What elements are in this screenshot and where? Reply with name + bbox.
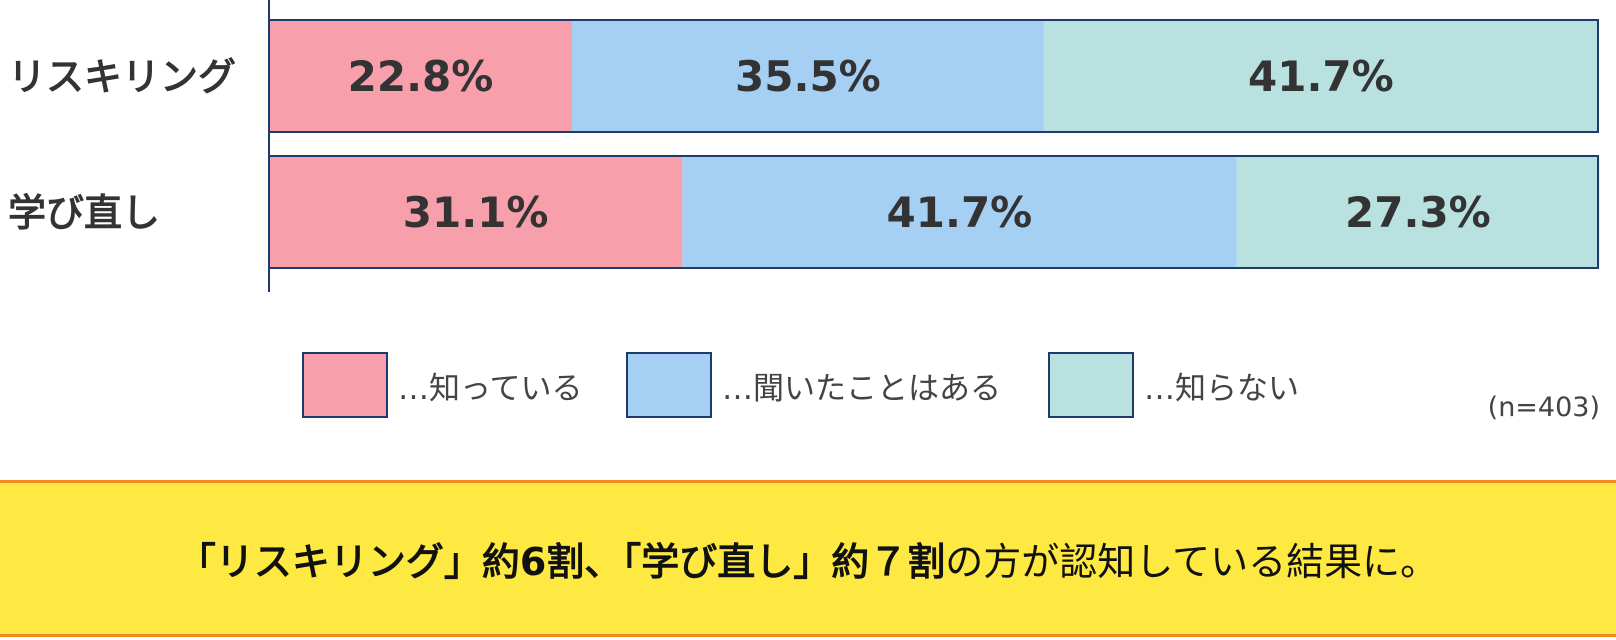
bar-segment-unknown xyxy=(1043,20,1598,132)
bar-segment-unknown xyxy=(1236,156,1600,268)
banner-emphasis: 「リスキリング」約6割、「学び直し」約７割 xyxy=(177,540,946,584)
banner-text: の方が認知している結果に。 xyxy=(945,540,1439,584)
data-label: 22.8% xyxy=(348,52,494,101)
sample-size-note: (n=403) xyxy=(1487,392,1600,423)
legend-label-unknown: …知らない xyxy=(1144,370,1299,407)
data-label: 41.7% xyxy=(1248,52,1394,101)
bar-segment-heard xyxy=(682,156,1237,268)
legend-label-heard: …聞いたことはある xyxy=(722,370,1001,407)
category-label: 学び直し xyxy=(8,191,160,235)
legend-label-known: …知っている xyxy=(398,370,583,407)
legend-item-known: …知っている xyxy=(302,350,582,420)
data-label: 41.7% xyxy=(887,188,1033,237)
legend-swatch-known xyxy=(302,352,388,418)
category-label: リスキリング xyxy=(8,55,236,99)
legend-swatch-unknown xyxy=(1048,352,1134,418)
data-label: 31.1% xyxy=(403,188,549,237)
bar-segment-heard xyxy=(572,20,1044,132)
bar-segment-known xyxy=(269,20,573,132)
legend-swatch-heard xyxy=(626,352,712,418)
data-label: 35.5% xyxy=(735,52,881,101)
data-label: 27.3% xyxy=(1345,188,1491,237)
bar-segment-known xyxy=(269,156,683,268)
legend-item-heard: …聞いたことはある xyxy=(626,350,1001,420)
legend-item-unknown: …知らない xyxy=(1048,350,1299,420)
summary-banner: 「リスキリング」約6割、「学び直し」約７割 の方が認知している結果に。 xyxy=(0,480,1616,637)
